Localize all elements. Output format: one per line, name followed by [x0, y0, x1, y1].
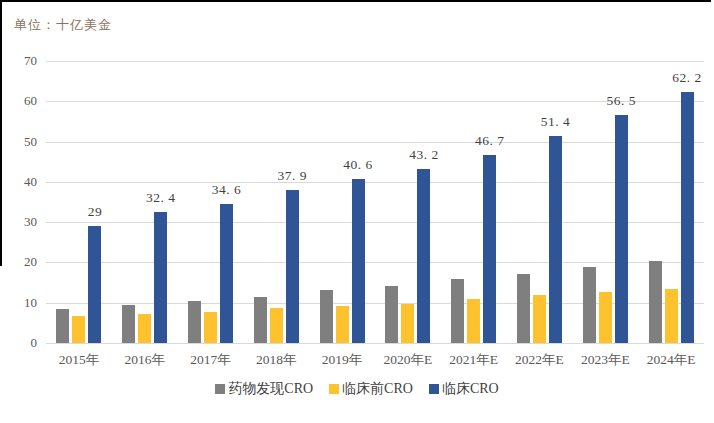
bar-临床前CRO — [665, 289, 678, 343]
bar-group: 292015年 — [46, 61, 112, 343]
data-label: 51. 4 — [541, 114, 571, 130]
data-label: 32. 4 — [146, 190, 176, 206]
bar-group: 34. 62017年 — [178, 61, 244, 343]
legend-label: 临床CRO — [442, 380, 499, 398]
y-axis-tick-label: 40 — [24, 174, 37, 190]
bar-药物发现CRO — [649, 261, 662, 343]
bar-药物发现CRO — [583, 267, 596, 343]
bar-临床CRO — [483, 155, 496, 343]
bar-group: 32. 42016年 — [112, 61, 178, 343]
bar-临床CRO — [615, 115, 628, 343]
bar-临床CRO — [88, 226, 101, 343]
bar-临床CRO — [286, 190, 299, 343]
bar-groups: 292015年32. 42016年34. 62017年37. 92018年40.… — [46, 61, 704, 343]
data-label: 56. 5 — [607, 93, 637, 109]
bar-药物发现CRO — [254, 297, 267, 343]
legend-item: 临床CRO — [429, 380, 499, 398]
bar-临床前CRO — [401, 304, 414, 343]
bar-临床前CRO — [138, 314, 151, 343]
bar-临床CRO — [352, 179, 365, 343]
chart-canvas: 单位：十亿美金 0 10 20 30 40 50 60 70 292015年32. 42016… — [0, 0, 714, 423]
plot-area: 010203040506070 292015年32. 42016年34. 620… — [46, 61, 704, 343]
bar-group: 37. 92018年 — [243, 61, 309, 343]
legend-label: 临床前CRO — [342, 380, 413, 398]
bar-group: 62. 22024年E — [638, 61, 704, 343]
data-label: 34. 6 — [212, 182, 242, 198]
bar-药物发现CRO — [56, 309, 69, 343]
y-axis-tick-label: 20 — [24, 254, 37, 270]
legend: 药物发现CRO 临床前CRO 临床CRO — [0, 380, 714, 398]
data-label: 62. 2 — [672, 70, 702, 86]
bar-临床前CRO — [599, 292, 612, 343]
y-axis-tick-label: 30 — [24, 214, 37, 230]
bar-药物发现CRO — [451, 279, 464, 343]
legend-swatch — [429, 384, 439, 394]
bar-临床CRO — [417, 169, 430, 343]
bar-group: 40. 62019年 — [309, 61, 375, 343]
bar-药物发现CRO — [320, 290, 333, 343]
bar-药物发现CRO — [385, 286, 398, 343]
bar-临床前CRO — [270, 308, 283, 343]
bar-临床CRO — [681, 92, 694, 343]
bar-药物发现CRO — [188, 301, 201, 343]
crop-border-left — [0, 0, 2, 266]
y-axis-tick-label: 50 — [24, 134, 37, 150]
legend-swatch — [215, 384, 225, 394]
data-label: 29 — [88, 204, 103, 220]
bar-临床CRO — [220, 204, 233, 343]
bar-临床前CRO — [336, 306, 349, 343]
bar-group: 56. 52023年E — [572, 61, 638, 343]
bar-临床前CRO — [204, 312, 217, 343]
y-axis-tick-label: 0 — [31, 335, 38, 351]
bar-临床前CRO — [72, 316, 85, 343]
bar-临床前CRO — [467, 299, 480, 343]
bar-group: 43. 22020年E — [375, 61, 441, 343]
legend-item: 临床前CRO — [329, 380, 413, 398]
unit-label: 单位：十亿美金 — [14, 16, 112, 34]
y-axis-tick-label: 70 — [24, 53, 37, 69]
bar-临床CRO — [549, 136, 562, 343]
data-label: 43. 2 — [409, 147, 439, 163]
bar-药物发现CRO — [517, 274, 530, 343]
legend-item: 药物发现CRO — [215, 380, 313, 398]
bar-group: 46. 72021年E — [441, 61, 507, 343]
bar-group: 51. 42022年E — [507, 61, 573, 343]
data-label: 40. 6 — [343, 157, 373, 173]
gridline: 0 — [46, 343, 704, 344]
legend-swatch — [329, 384, 339, 394]
y-axis-tick-label: 10 — [24, 295, 37, 311]
x-axis-tick-label: 2024年E — [628, 351, 714, 369]
data-label: 46. 7 — [475, 133, 505, 149]
bar-临床前CRO — [533, 295, 546, 343]
y-axis-tick-label: 60 — [24, 93, 37, 109]
legend-label: 药物发现CRO — [228, 380, 313, 398]
data-label: 37. 9 — [278, 168, 308, 184]
crop-border-top — [0, 0, 711, 2]
bar-药物发现CRO — [122, 305, 135, 343]
bar-临床CRO — [154, 212, 167, 343]
